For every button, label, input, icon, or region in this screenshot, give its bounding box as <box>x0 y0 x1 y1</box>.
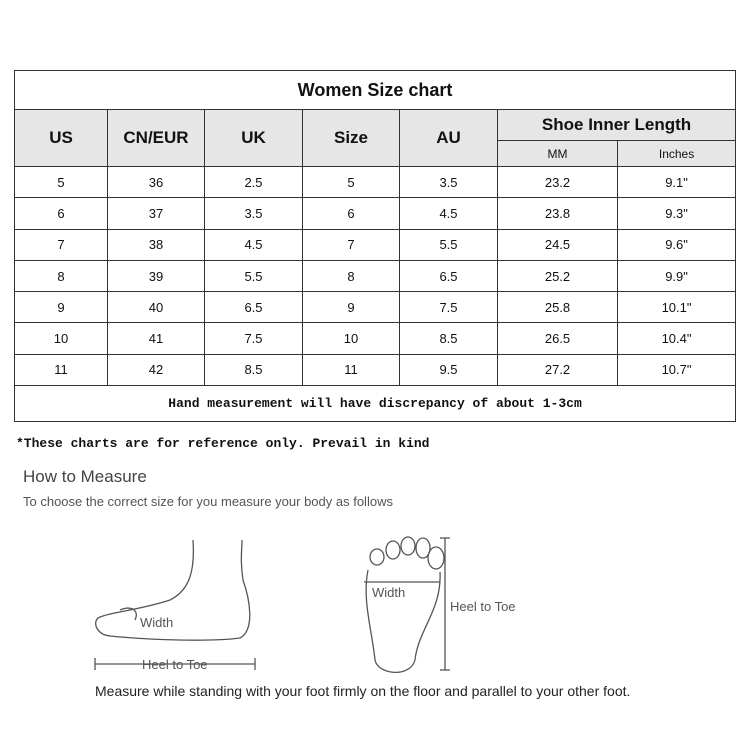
subheader-mm: MM <box>497 140 618 167</box>
table-cell: 10 <box>302 322 400 355</box>
table-title: Women Size chart <box>13 70 737 110</box>
header-au: AU <box>399 109 498 167</box>
table-cell: 39 <box>107 259 205 293</box>
table-cell: 41 <box>107 322 205 355</box>
table-row: 5 36 2.5 5 3.5 23.2 9.1" <box>14 165 737 199</box>
table-cell: 11 <box>302 353 400 387</box>
table-cell: 40 <box>107 291 205 324</box>
table-cell: 9 <box>14 291 108 324</box>
table-cell: 42 <box>107 353 205 387</box>
table-row: 8 39 5.5 8 6.5 25.2 9.9" <box>14 259 737 293</box>
how-to-measure-subtitle: To choose the correct size for you measu… <box>23 494 393 509</box>
table-cell: 10.7" <box>616 353 737 387</box>
header-us: US <box>14 109 108 167</box>
table-cell: 8.5 <box>204 353 303 387</box>
table-cell: 24.5 <box>497 228 618 261</box>
measure-instruction: Measure while standing with your foot fi… <box>95 683 631 699</box>
table-cell: 9.9" <box>616 259 737 293</box>
table-cell: 9.5 <box>399 353 498 387</box>
side-length-label: Heel to Toe <box>142 657 208 672</box>
header-cn-eur: CN/EUR <box>107 109 205 167</box>
table-cell: 6.5 <box>399 259 498 293</box>
table-cell: 9.6" <box>616 228 737 261</box>
side-foot-drawing <box>94 539 256 670</box>
side-width-label: Width <box>140 615 173 630</box>
table-cell: 3.5 <box>399 165 498 199</box>
table-cell: 10 <box>14 322 108 355</box>
table-cell: 11 <box>14 353 108 387</box>
table-cell: 5.5 <box>204 259 303 293</box>
table-cell: 37 <box>107 197 205 230</box>
table-cell: 8 <box>302 259 400 293</box>
table-cell: 5 <box>302 165 400 199</box>
top-length-label: Heel to Toe <box>450 599 516 614</box>
top-width-label: Width <box>372 585 405 600</box>
table-cell: 7.5 <box>399 291 498 324</box>
table-cell: 5.5 <box>399 228 498 261</box>
table-note: Hand measurement will have discrepancy o… <box>13 385 737 423</box>
table-cell: 7 <box>302 228 400 261</box>
table-row: 10 41 7.5 10 8.5 26.5 10.4" <box>14 322 737 355</box>
table-cell: 2.5 <box>204 165 303 199</box>
header-shoe-inner-length: Shoe Inner Length <box>496 109 737 141</box>
table-cell: 4.5 <box>399 197 498 230</box>
table-cell: 6 <box>14 197 108 230</box>
table-cell: 10.4" <box>616 322 737 355</box>
table-cell: 6 <box>302 197 400 230</box>
table-cell: 6.5 <box>204 291 303 324</box>
table-cell: 23.8 <box>497 197 618 230</box>
table-cell: 8.5 <box>399 322 498 355</box>
subheader-inches: Inches <box>616 140 737 167</box>
table-cell: 3.5 <box>204 197 303 230</box>
table-cell: 38 <box>107 228 205 261</box>
table-cell: 9 <box>302 291 400 324</box>
table-row: 7 38 4.5 7 5.5 24.5 9.6" <box>14 228 737 261</box>
table-cell: 9.1" <box>616 165 737 199</box>
table-cell: 26.5 <box>497 322 618 355</box>
top-foot-drawing <box>364 536 450 673</box>
table-cell: 8 <box>14 259 108 293</box>
table-cell: 25.2 <box>497 259 618 293</box>
table-cell: 4.5 <box>204 228 303 261</box>
table-cell: 9.3" <box>616 197 737 230</box>
table-cell: 23.2 <box>497 165 618 199</box>
table-row: 9 40 6.5 9 7.5 25.8 10.1" <box>14 291 737 324</box>
table-cell: 27.2 <box>497 353 618 387</box>
foot-illustrations: Width Heel to Toe Width Heel to Toe <box>94 536 516 673</box>
table-row: 11 42 8.5 11 9.5 27.2 10.7" <box>14 353 737 387</box>
table-cell: 7.5 <box>204 322 303 355</box>
how-to-measure-title: How to Measure <box>23 467 147 486</box>
table-cell: 7 <box>14 228 108 261</box>
table-cell: 10.1" <box>616 291 737 324</box>
reference-note: *These charts are for reference only. Pr… <box>16 436 430 451</box>
table-cell: 36 <box>107 165 205 199</box>
table-cell: 5 <box>14 165 108 199</box>
table-row: 6 37 3.5 6 4.5 23.8 9.3" <box>14 197 737 230</box>
header-uk: UK <box>204 109 303 167</box>
table-cell: 25.8 <box>497 291 618 324</box>
size-chart-table: Women Size chart US CN/EUR UK Size AU Sh… <box>13 70 737 423</box>
header-size: Size <box>302 109 400 167</box>
